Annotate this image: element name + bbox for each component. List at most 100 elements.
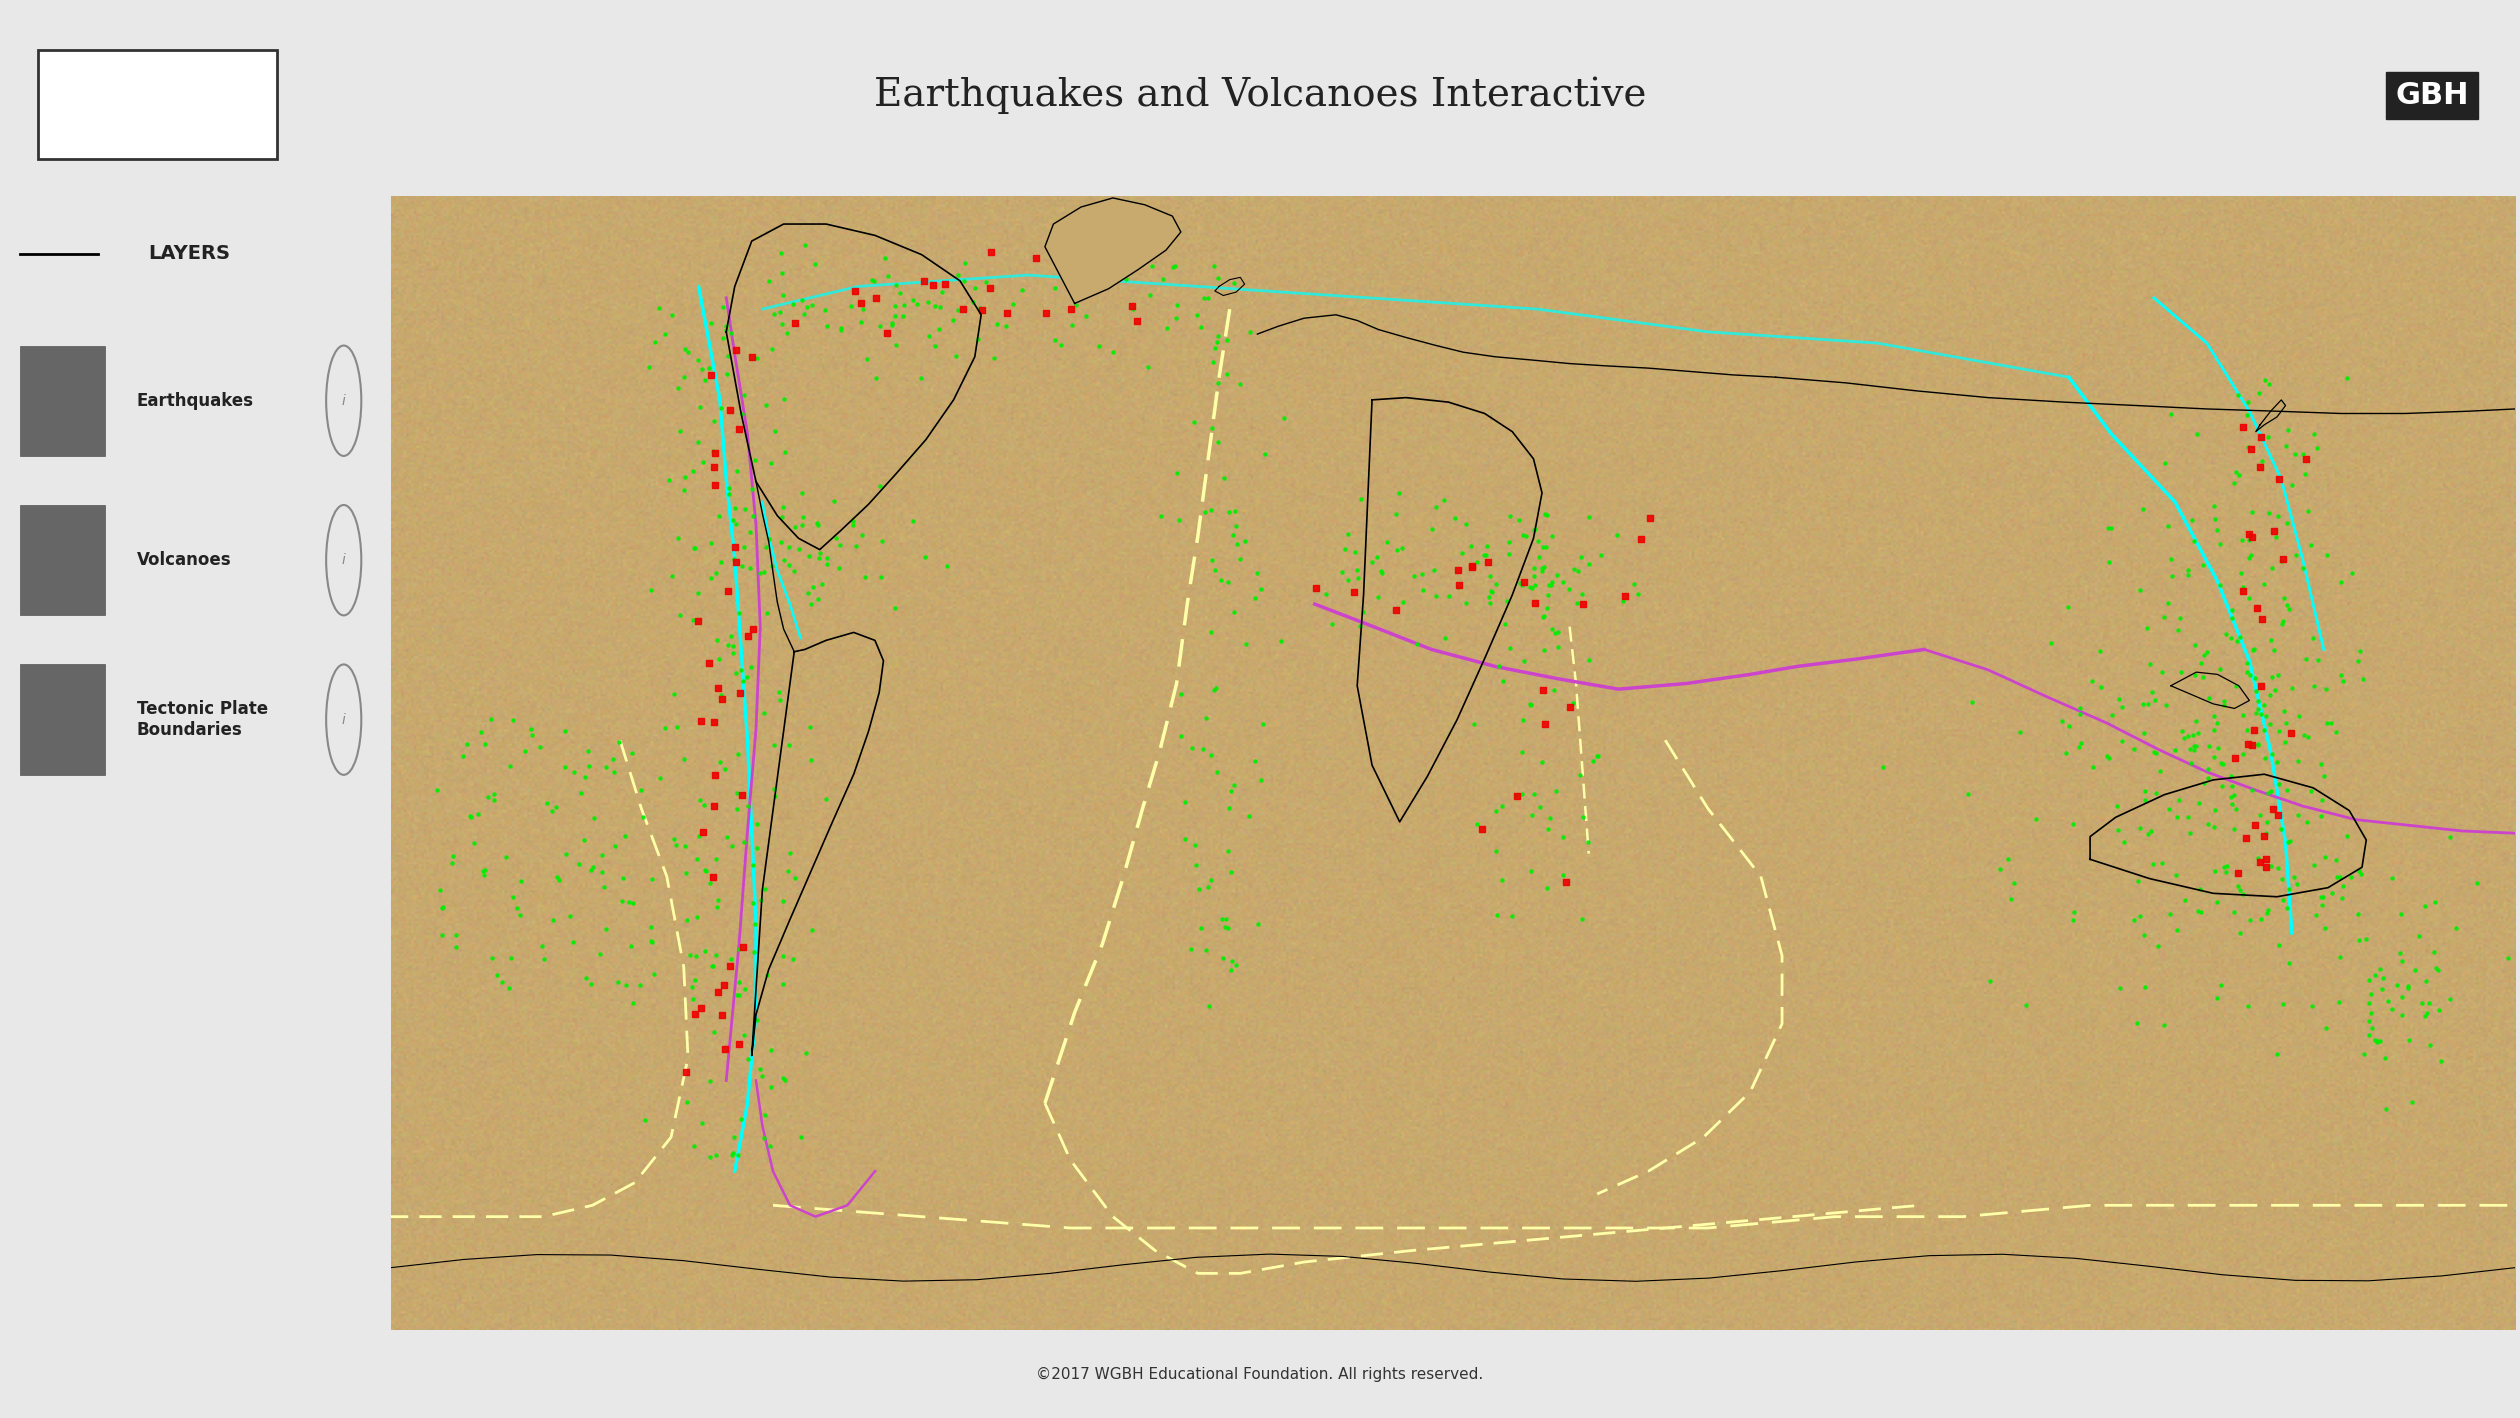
Point — [645, 322, 685, 345]
Point — [2228, 651, 2268, 674]
Point — [1477, 839, 1517, 862]
Point — [2134, 740, 2175, 763]
Point — [562, 781, 602, 804]
Point — [2165, 889, 2205, 912]
Point — [673, 536, 713, 559]
Point — [738, 813, 779, 835]
Point — [1439, 576, 1479, 598]
Point — [1537, 563, 1578, 586]
Point — [718, 743, 759, 766]
Point — [436, 925, 476, 947]
Point — [1235, 587, 1275, 610]
Point — [1212, 861, 1252, 883]
Point — [2137, 934, 2177, 957]
Point — [801, 573, 842, 596]
Point — [2298, 648, 2339, 671]
Point — [2200, 574, 2240, 597]
Point — [713, 547, 753, 570]
Point — [464, 859, 504, 882]
Point — [459, 803, 499, 825]
Point — [2240, 675, 2281, 698]
Point — [2233, 501, 2273, 523]
Point — [668, 909, 708, 932]
Point — [2316, 720, 2356, 743]
Point — [1184, 501, 1225, 523]
Point — [1152, 255, 1192, 278]
Point — [2349, 991, 2389, 1014]
Point — [504, 739, 544, 761]
Point — [2245, 693, 2286, 716]
Point — [2376, 973, 2417, 995]
Point — [945, 251, 985, 274]
Point — [653, 564, 693, 587]
Point — [1605, 586, 1646, 608]
Point — [2240, 381, 2281, 404]
Point — [2233, 719, 2273, 742]
Point — [416, 778, 456, 801]
Point — [638, 296, 678, 319]
Point — [2339, 929, 2379, 951]
Point — [1225, 632, 1265, 655]
Point — [718, 937, 759, 960]
Point — [706, 318, 746, 340]
Point — [2306, 1017, 2346, 1039]
Point — [2192, 719, 2233, 742]
Point — [1562, 583, 1603, 605]
Point — [716, 662, 756, 685]
Point — [582, 844, 622, 866]
Point — [640, 766, 680, 788]
Point — [1220, 373, 1260, 396]
Point — [474, 783, 514, 805]
Point — [2303, 886, 2344, 909]
Point — [1215, 272, 1255, 295]
Point — [925, 272, 965, 295]
Point — [2150, 903, 2190, 926]
Point — [2124, 788, 2165, 811]
Point — [766, 320, 806, 343]
Point — [834, 279, 874, 302]
Point — [2253, 640, 2293, 662]
Point — [1106, 268, 1147, 291]
Point — [2339, 640, 2379, 662]
Point — [2263, 547, 2303, 570]
Point — [2071, 756, 2112, 778]
Point — [1333, 580, 1373, 603]
Point — [2185, 644, 2225, 666]
Point — [2160, 607, 2200, 630]
Point — [2147, 515, 2187, 537]
Point — [1530, 573, 1570, 596]
Point — [1532, 618, 1572, 641]
Point — [2180, 878, 2220, 900]
Point — [1207, 916, 1247, 939]
Point — [1474, 800, 1515, 822]
Point — [718, 601, 759, 624]
Point — [1522, 679, 1562, 702]
Point — [1260, 630, 1300, 652]
Point — [1192, 621, 1232, 644]
Point — [2097, 818, 2137, 841]
Point — [696, 442, 736, 465]
Point — [708, 634, 748, 657]
Point — [2142, 661, 2182, 683]
Point — [1971, 970, 2011, 993]
Point — [698, 676, 738, 699]
Point — [2145, 1014, 2185, 1037]
Point — [728, 666, 769, 689]
Point — [2087, 744, 2127, 767]
Point — [2145, 452, 2185, 475]
Point — [1452, 556, 1492, 579]
Point — [1527, 876, 1567, 899]
Point — [2323, 875, 2364, 898]
Point — [1361, 562, 1401, 584]
Point — [421, 925, 461, 947]
Point — [751, 452, 791, 475]
Point — [746, 394, 786, 417]
Point — [716, 798, 756, 821]
Point — [1210, 501, 1250, 523]
Point — [673, 976, 713, 998]
Point — [731, 655, 771, 678]
Point — [1598, 525, 1638, 547]
Point — [1038, 250, 1079, 272]
Point — [2291, 995, 2331, 1018]
Point — [2240, 455, 2281, 478]
